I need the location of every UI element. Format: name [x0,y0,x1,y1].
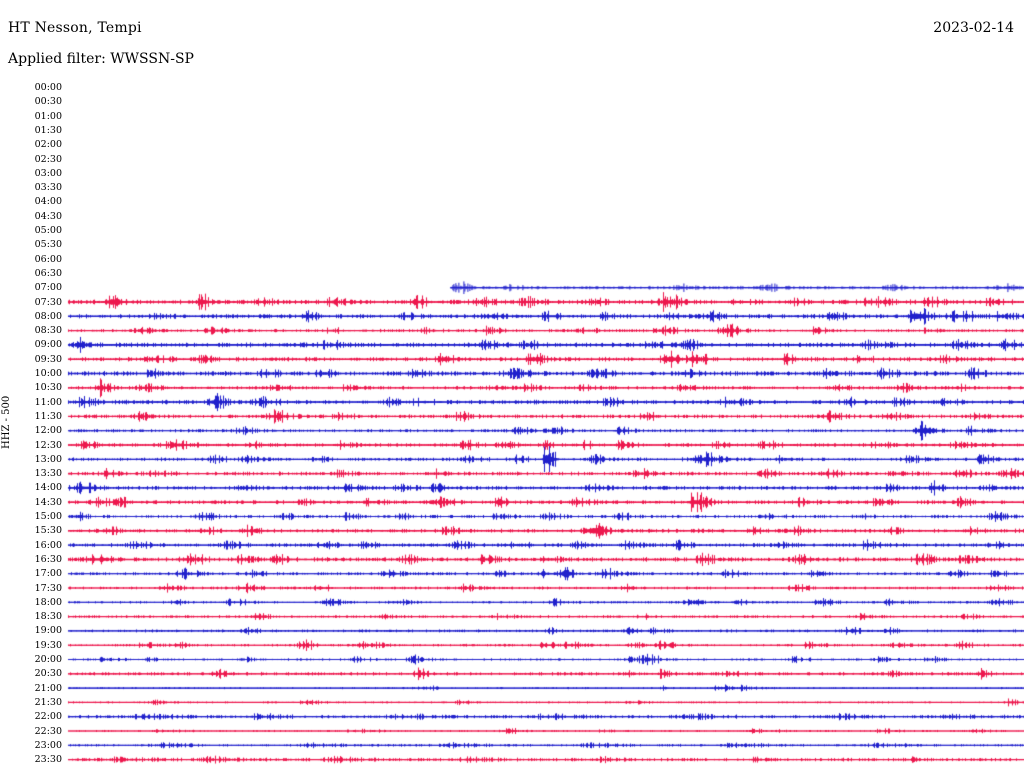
date-label: 2023-02-14 [933,20,1014,36]
time-label: 01:00 [34,110,62,122]
time-label: 05:30 [34,239,62,251]
time-label: 02:30 [34,153,62,165]
time-label: 23:30 [34,754,62,766]
time-label: 17:00 [34,568,62,580]
time-label: 16:30 [34,553,62,565]
time-label: 00:00 [34,82,62,93]
time-label: 08:30 [34,325,62,337]
time-label: 15:30 [34,525,62,537]
time-label: 22:00 [34,711,62,723]
time-label: 06:00 [34,253,62,265]
time-label: 06:30 [34,267,62,279]
time-label: 23:00 [34,739,62,751]
time-label: 12:30 [34,439,62,451]
time-label: 01:30 [34,124,62,136]
time-label: 09:00 [34,339,62,351]
time-label: 10:30 [34,382,62,394]
time-label: 10:00 [34,368,62,379]
time-label: 07:00 [34,282,62,294]
time-label: 14:30 [34,496,62,508]
time-label: 21:00 [34,682,62,694]
time-label: 21:30 [34,696,62,708]
applied-filter-label: Applied filter: WWSSN-SP [8,51,194,67]
time-label: 14:00 [34,482,62,494]
time-label: 11:00 [34,396,62,408]
time-label: 19:00 [34,625,62,637]
time-label: 20:00 [34,654,62,665]
time-label: 22:30 [34,725,62,737]
time-label: 09:30 [34,353,62,365]
time-label: 05:00 [34,225,62,236]
time-label: 19:30 [34,639,62,651]
time-label: 12:00 [34,425,62,437]
time-label: 00:30 [34,96,62,108]
time-label: 03:30 [34,182,62,194]
station-title: HT Nesson, Tempi [8,20,142,36]
time-label: 18:30 [34,611,62,623]
time-label: 02:00 [34,139,62,151]
time-label: 11:30 [34,410,62,422]
time-label: 16:00 [34,539,62,551]
time-axis: 00:00 00:30 01:00 01:30 02:00 02:30 03:00 03:30… [26,0,62,780]
time-label: 17:30 [34,582,62,594]
time-label: 03:00 [34,167,62,179]
time-label: 20:30 [34,668,62,680]
time-label: 04:00 [34,196,62,208]
time-label: 13:30 [34,468,62,480]
channel-scale-label: HHZ - 500 [1,395,12,449]
time-label: 13:00 [34,453,62,465]
time-label: 08:00 [34,310,62,322]
time-label: 15:00 [34,511,62,522]
time-label: 04:30 [34,210,62,222]
time-label: 07:30 [34,296,62,308]
time-label: 18:00 [34,596,62,608]
